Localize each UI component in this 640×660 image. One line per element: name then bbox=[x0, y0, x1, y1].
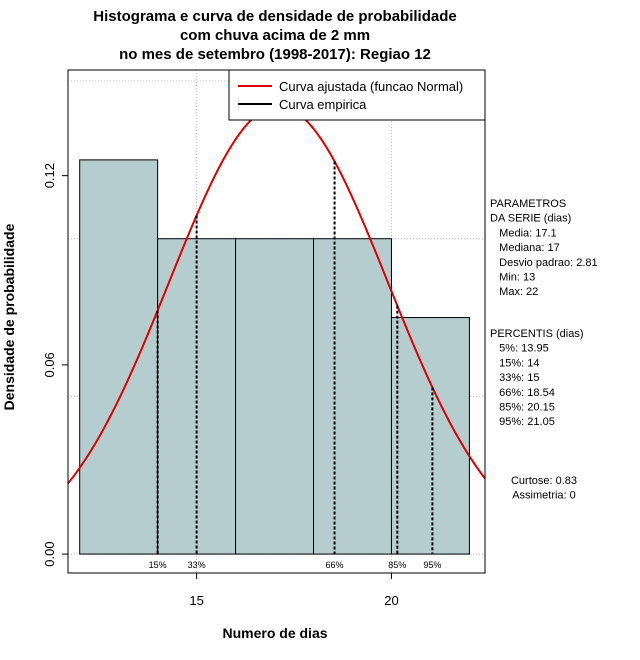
percentile-label: 66% bbox=[326, 560, 344, 570]
histogram-bars bbox=[79, 159, 470, 555]
histogram-bar bbox=[313, 238, 392, 555]
y-tick-label: 0.12 bbox=[42, 163, 57, 188]
percentile-label: 85% bbox=[388, 560, 406, 570]
chart-title-line-1: Histograma e curva de densidade de proba… bbox=[93, 8, 456, 25]
stats-line: 95%: 21.05 bbox=[490, 416, 555, 428]
percentile-label: 33% bbox=[188, 560, 206, 570]
stats-line: 33%: 15 bbox=[490, 372, 540, 384]
stats-shape-block: Curtose: 0.83 Assimetria: 0 bbox=[511, 475, 577, 502]
legend-label-fitted: Curva ajustada (funcao Normal) bbox=[279, 79, 463, 94]
x-tick-label: 15 bbox=[189, 593, 203, 608]
stats-line: Assimetria: 0 bbox=[512, 490, 576, 502]
stats-percentis-block: PERCENTIS (dias) 5%: 13.95 15%: 14 33%: … bbox=[490, 328, 584, 428]
y-tick-label: 0.06 bbox=[42, 352, 57, 377]
stats-params-block: PARAMETROS DA SERIE (dias) Media: 17.1 Me… bbox=[490, 198, 598, 298]
x-tick-label: 20 bbox=[384, 593, 398, 608]
stats-line: 66%: 18.54 bbox=[490, 387, 555, 399]
histogram-bar bbox=[79, 159, 159, 555]
y-tick-label: 0.00 bbox=[42, 541, 57, 566]
stats-line: Max: 22 bbox=[490, 286, 538, 298]
legend-box bbox=[228, 69, 486, 121]
stats-line: Media: 17.1 bbox=[490, 227, 557, 239]
legend-label-empirical: Curva empirica bbox=[279, 97, 367, 112]
percentile-label: 15% bbox=[149, 560, 167, 570]
legend: Curva ajustada (funcao Normal) Curva emp… bbox=[228, 69, 486, 121]
y-axis-ticks: 0.00 0.06 0.12 bbox=[42, 163, 68, 567]
stats-line: Min: 13 bbox=[490, 272, 535, 284]
stats-line: DA SERIE (dias) bbox=[490, 213, 571, 225]
stats-line: Mediana: 17 bbox=[490, 242, 560, 254]
chart-title-line-2: com chuva acima de 2 mm bbox=[180, 27, 370, 44]
chart-title: Histograma e curva de densidade de proba… bbox=[93, 8, 456, 63]
stats-line: PARAMETROS bbox=[490, 198, 566, 210]
x-axis-title: Numero de dias bbox=[222, 625, 327, 641]
stats-line: 85%: 20.15 bbox=[490, 402, 555, 414]
stats-line: Curtose: 0.83 bbox=[511, 475, 577, 487]
stats-line: PERCENTIS (dias) bbox=[490, 328, 584, 340]
y-axis-title: Densidade de probabilidade bbox=[1, 223, 17, 410]
stats-line: Desvio padrao: 2.81 bbox=[490, 257, 598, 269]
chart-title-line-3: no mes de setembro (1998-2017): Regiao 1… bbox=[119, 46, 431, 63]
histogram-bar bbox=[235, 238, 315, 555]
stats-line: 5%: 13.95 bbox=[490, 343, 549, 355]
x-axis-ticks: 15 20 bbox=[189, 573, 399, 608]
percentile-lines: 15% 33% 66% 85% 95% bbox=[149, 161, 441, 570]
stats-line: 15%: 14 bbox=[490, 357, 540, 369]
percentile-label: 95% bbox=[423, 560, 441, 570]
